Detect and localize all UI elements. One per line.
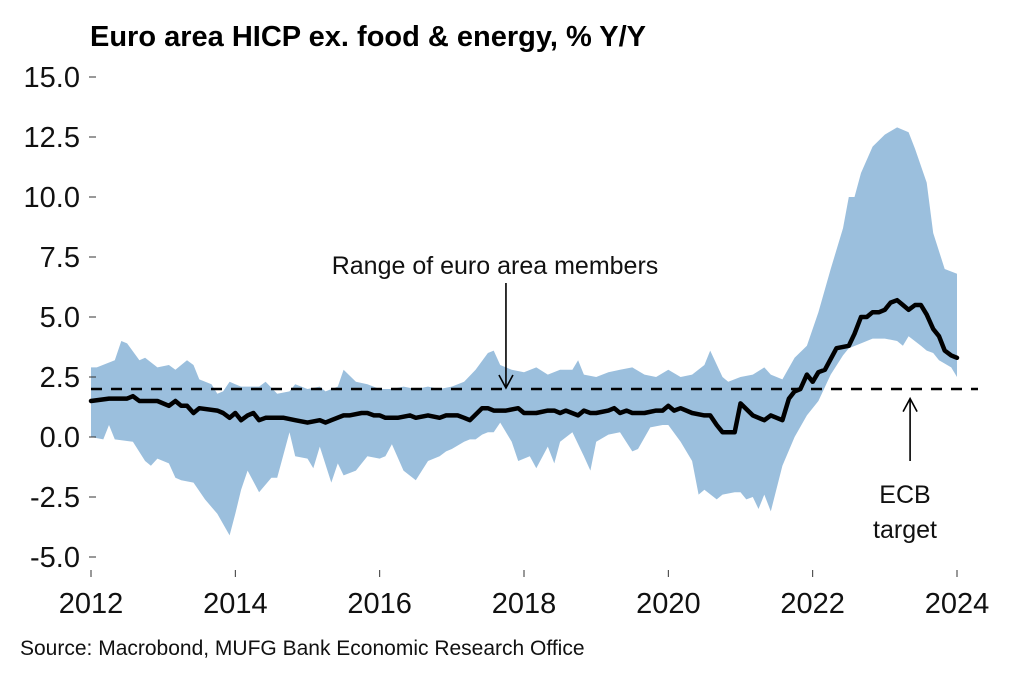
annotation-ecb-text-line1: ECB — [879, 481, 930, 509]
x-axis: 2012 2014 2016 2018 2020 2022 2024 — [59, 570, 990, 620]
annotation-range-text: Range of euro area members — [332, 252, 659, 280]
x-tick-label: 2018 — [492, 588, 557, 620]
chart-title: Euro area HICP ex. food & energy, % Y/Y — [90, 21, 646, 53]
y-tick-label: 10.0 — [24, 182, 80, 214]
x-tick-label: 2024 — [925, 588, 990, 620]
core-inflation-line — [88, 297, 960, 435]
y-tick-label: 7.5 — [40, 242, 80, 274]
x-tick-label: 2020 — [636, 588, 701, 620]
y-tick-label: 15.0 — [24, 62, 80, 94]
y-axis: 15.0 12.5 10.0 7.5 5.0 2.5 0.0 -2.5 -5.0 — [24, 62, 96, 574]
x-tick-label: 2014 — [203, 588, 268, 620]
annotation-ecb-target: ECB target — [873, 396, 937, 544]
x-tick-label: 2012 — [59, 588, 124, 620]
x-tick-label: 2016 — [347, 588, 412, 620]
y-tick-label: 5.0 — [40, 302, 80, 334]
y-tick-label: 2.5 — [40, 362, 80, 394]
x-tick-label: 2022 — [780, 588, 845, 620]
source-note: Source: Macrobond, MUFG Bank Economic Re… — [20, 637, 585, 660]
annotation-ecb-text-line2: target — [873, 516, 937, 544]
y-tick-label: -5.0 — [30, 542, 80, 574]
core-inflation-line-layer — [88, 297, 960, 435]
annotation-ecb-arrowhead — [902, 396, 918, 412]
range-band-area — [91, 127, 957, 536]
annotation-range-arrowhead — [498, 374, 514, 390]
y-tick-label: 0.0 — [40, 422, 80, 454]
annotation-range-of-members: Range of euro area members — [332, 252, 659, 390]
y-tick-label: 12.5 — [24, 122, 80, 154]
y-tick-label: -2.5 — [30, 482, 80, 514]
range-band-layer — [91, 127, 957, 536]
